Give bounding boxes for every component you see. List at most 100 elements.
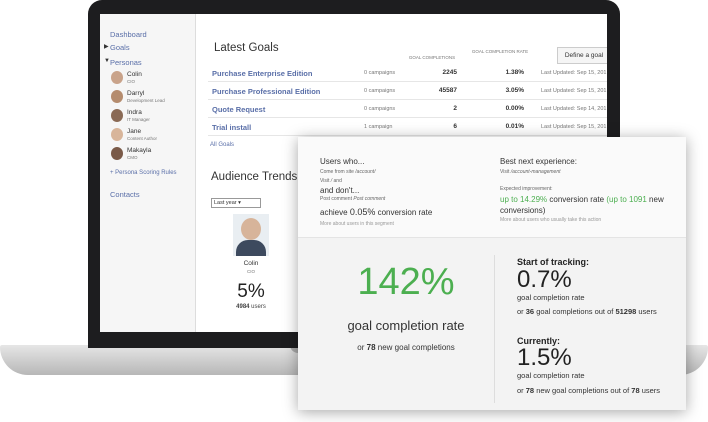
campaigns: 1 campaign xyxy=(364,124,393,130)
path: /account/ xyxy=(355,169,376,175)
text: new xyxy=(649,195,664,204)
achieve: achieve 0.05% conversion rate xyxy=(320,207,432,217)
column-header: GOAL COMPLETIONS xyxy=(408,55,456,60)
label: goal completion rate xyxy=(517,293,585,302)
select-value: Last year xyxy=(214,200,237,206)
avatar xyxy=(111,71,123,84)
section-title: Audience Trends xyxy=(211,171,298,183)
heading: Start of tracking: xyxy=(517,257,590,267)
persona-role: Content Author xyxy=(127,136,158,141)
text: goal completions out of xyxy=(536,307,614,316)
updated: Last Updated: Sep 14, 201 xyxy=(541,106,607,112)
nav-link[interactable]: Personas xyxy=(110,58,142,67)
big-percent: 142% xyxy=(357,261,455,303)
campaigns: 0 campaigns xyxy=(364,88,396,94)
persona-name[interactable]: Makayla xyxy=(127,147,152,154)
text: users xyxy=(638,307,657,316)
caret: ▶ xyxy=(104,44,109,50)
condition: Post comment Post comment xyxy=(320,196,385,202)
completions: 2245 xyxy=(442,69,457,76)
link[interactable]: More about users who usually take this a… xyxy=(500,217,602,223)
goal-name[interactable]: Trial install xyxy=(212,123,252,132)
face xyxy=(241,218,261,240)
persona-name[interactable]: Colin xyxy=(127,71,142,78)
text: new goal completions xyxy=(377,343,455,352)
value: 0.7% xyxy=(517,266,572,293)
text: or xyxy=(517,307,524,316)
count: 51298 xyxy=(615,307,637,316)
completions: 2 xyxy=(453,105,457,112)
persona-role: Development Lead xyxy=(127,98,165,103)
link[interactable]: All Goals xyxy=(210,142,235,148)
count: 78 xyxy=(525,386,535,395)
rate: 0.00% xyxy=(505,105,524,112)
text: and xyxy=(333,178,342,184)
text: Come from site xyxy=(320,169,354,175)
persona-name[interactable]: Darryl xyxy=(127,90,145,97)
nav-link[interactable]: Goals xyxy=(110,43,130,52)
updated: Last Updated: Sep 15, 201 xyxy=(541,70,607,76)
goal-name[interactable]: Quote Request xyxy=(212,105,266,114)
button[interactable]: Define a goal xyxy=(557,47,607,64)
sidebar: Dashboard ▶ Goals ▼ Personas + Persona S… xyxy=(100,14,196,332)
text: conversion rate xyxy=(549,195,605,204)
avatar xyxy=(111,147,123,160)
avatar xyxy=(233,214,269,256)
card-header xyxy=(298,137,686,238)
nav-link[interactable]: + Persona Scoring Rules xyxy=(110,170,177,176)
divider xyxy=(494,255,495,403)
row-divider xyxy=(208,81,607,82)
note: or 36 goal completions out of 51298 user… xyxy=(517,307,657,316)
rate: 0.01% xyxy=(505,123,524,130)
persona-name[interactable]: Jane xyxy=(127,128,142,135)
percent: 5% xyxy=(237,281,265,302)
avatar xyxy=(111,128,123,141)
nav-link[interactable]: Dashboard xyxy=(110,30,147,39)
text: Visit xyxy=(500,169,510,175)
completions: 45587 xyxy=(438,87,457,94)
text: Post comment xyxy=(320,196,352,202)
path: /account-management xyxy=(510,169,561,175)
text: or xyxy=(517,386,524,395)
value: 1.5% xyxy=(517,344,572,371)
heading: Currently: xyxy=(517,336,561,346)
heading: Users who... xyxy=(320,157,365,166)
improvement: up to 14.29% conversion rate (up to 1091… xyxy=(500,195,664,204)
heading: and don't... xyxy=(320,186,360,195)
goal-name[interactable]: Purchase Enterprise Edition xyxy=(212,69,313,78)
text: new goal completions out of xyxy=(536,386,630,395)
users-count: 4984 xyxy=(236,304,250,310)
persona-name[interactable]: Indra xyxy=(127,109,142,116)
improvement: conversions) xyxy=(500,206,546,215)
heading: Best next experience: xyxy=(500,157,577,166)
body xyxy=(236,240,266,256)
link[interactable]: More about users in this segment xyxy=(320,221,394,227)
users-label: users xyxy=(251,304,266,310)
big-label: goal completion rate xyxy=(347,318,465,333)
persona-role: CIO xyxy=(127,79,136,84)
count: 78 xyxy=(631,386,640,395)
rate: 3.05% xyxy=(505,87,524,94)
persona-name: Colin xyxy=(243,260,259,267)
completions: 6 xyxy=(453,123,457,130)
condition: Visit / and xyxy=(320,178,342,184)
goal-name[interactable]: Purchase Professional Edition xyxy=(212,87,321,96)
select[interactable]: Last year ▾ xyxy=(211,198,261,208)
users: 4984 users xyxy=(226,304,276,310)
text: achieve xyxy=(320,208,348,217)
text: Visit xyxy=(320,178,330,184)
condition: Visit /account-management xyxy=(500,169,561,175)
persona-role: IT Manager xyxy=(127,117,150,122)
label: goal completion rate xyxy=(517,371,585,380)
label: Expected improvement: xyxy=(500,186,553,192)
column-header: GOAL COMPLETION RATE xyxy=(471,49,529,54)
note: or 78 new goal completions out of 78 use… xyxy=(517,386,660,395)
section-title: Latest Goals xyxy=(214,42,279,54)
nav-link[interactable]: Contacts xyxy=(110,190,140,199)
row-divider xyxy=(208,135,607,136)
insight-card: Users who... Come from site /account/ Vi… xyxy=(298,137,686,410)
avatar xyxy=(111,109,123,122)
persona-role: CMO xyxy=(127,155,138,160)
updated: Last Updated: Sep 15, 201 xyxy=(541,88,607,94)
